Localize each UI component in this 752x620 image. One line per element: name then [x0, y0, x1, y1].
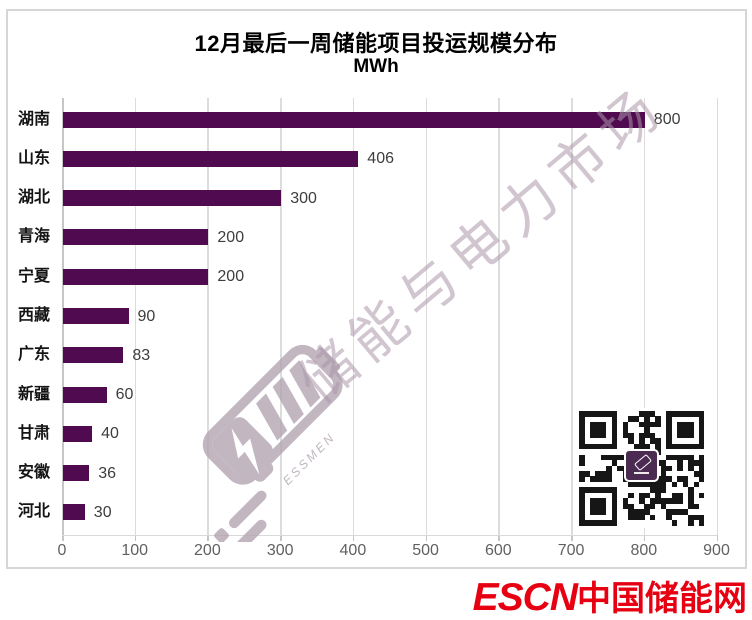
qr-logo-battery-icon	[633, 453, 653, 472]
axis-tick	[643, 535, 646, 541]
axis-tick	[62, 535, 64, 541]
category-label: 新疆	[17, 385, 50, 403]
x-tick-label: 100	[121, 542, 149, 559]
bar	[63, 150, 359, 167]
footer-brand-escn: ESCN	[472, 576, 578, 619]
bar	[63, 111, 645, 128]
chart-title: 12月最后一周储能项目投运规模分布	[194, 31, 558, 56]
gridline	[498, 98, 500, 535]
footer-brand-chinese: 中国储能网	[577, 580, 747, 618]
category-label: 湖南	[17, 110, 50, 128]
bar	[63, 386, 107, 403]
gridline	[280, 98, 282, 535]
axis-tick	[498, 535, 500, 541]
x-tick-label: 400	[339, 542, 367, 559]
x-tick-label: 900	[703, 542, 730, 559]
axis-tick	[352, 535, 355, 541]
value-label: 30	[93, 503, 112, 521]
x-axis-line	[62, 535, 717, 536]
axis-tick	[207, 535, 209, 541]
gridline	[352, 98, 355, 535]
bar	[63, 465, 90, 482]
category-label: 河北	[17, 503, 50, 521]
axis-tick	[134, 535, 137, 541]
bar	[63, 425, 93, 442]
category-label: 广东	[17, 346, 50, 364]
x-tick-label: 800	[630, 542, 658, 559]
footer-brand-logo: ESCN中国储能网	[473, 571, 747, 619]
x-tick-label: 300	[266, 542, 294, 559]
chart-unit-subtitle: MWh	[353, 56, 399, 77]
value-label: 60	[115, 386, 134, 403]
category-label: 青海	[17, 228, 50, 246]
bar	[63, 347, 124, 364]
gridline	[716, 98, 718, 535]
x-tick-label: 700	[557, 542, 585, 559]
value-label: 200	[217, 228, 245, 246]
value-label: 40	[101, 425, 119, 443]
axis-tick	[425, 535, 428, 541]
x-tick-label: 200	[194, 542, 221, 559]
qr-center-logo	[624, 449, 659, 482]
bar	[63, 229, 209, 246]
category-label: 宁夏	[17, 267, 50, 285]
category-axis-line	[62, 98, 64, 535]
value-label: 406	[367, 150, 394, 168]
x-tick-label: 600	[484, 542, 512, 559]
x-tick-label: 500	[412, 542, 439, 559]
gridline	[134, 98, 137, 535]
gridline	[643, 98, 646, 535]
category-label: 湖北	[17, 189, 50, 207]
chart-frame	[6, 9, 747, 569]
bar	[63, 268, 209, 285]
qr-code	[576, 408, 708, 528]
x-tick-label: 0	[57, 542, 67, 559]
category-label: 西藏	[17, 307, 50, 324]
bar	[63, 190, 282, 207]
value-label: 83	[132, 346, 151, 364]
value-label: 200	[217, 268, 245, 286]
axis-tick	[716, 535, 718, 541]
bar	[63, 504, 85, 521]
axis-tick	[571, 535, 573, 541]
category-label: 山东	[17, 149, 50, 167]
category-label: 甘肃	[17, 424, 50, 442]
value-label: 300	[290, 189, 317, 207]
bar	[63, 308, 129, 324]
value-label: 36	[98, 464, 116, 482]
value-label: 90	[137, 307, 156, 325]
gridline	[425, 98, 428, 535]
axis-tick	[280, 535, 282, 541]
gridline	[207, 98, 209, 535]
category-label: 安徽	[17, 464, 50, 482]
value-label: 800	[653, 111, 681, 129]
gridline	[571, 98, 573, 535]
